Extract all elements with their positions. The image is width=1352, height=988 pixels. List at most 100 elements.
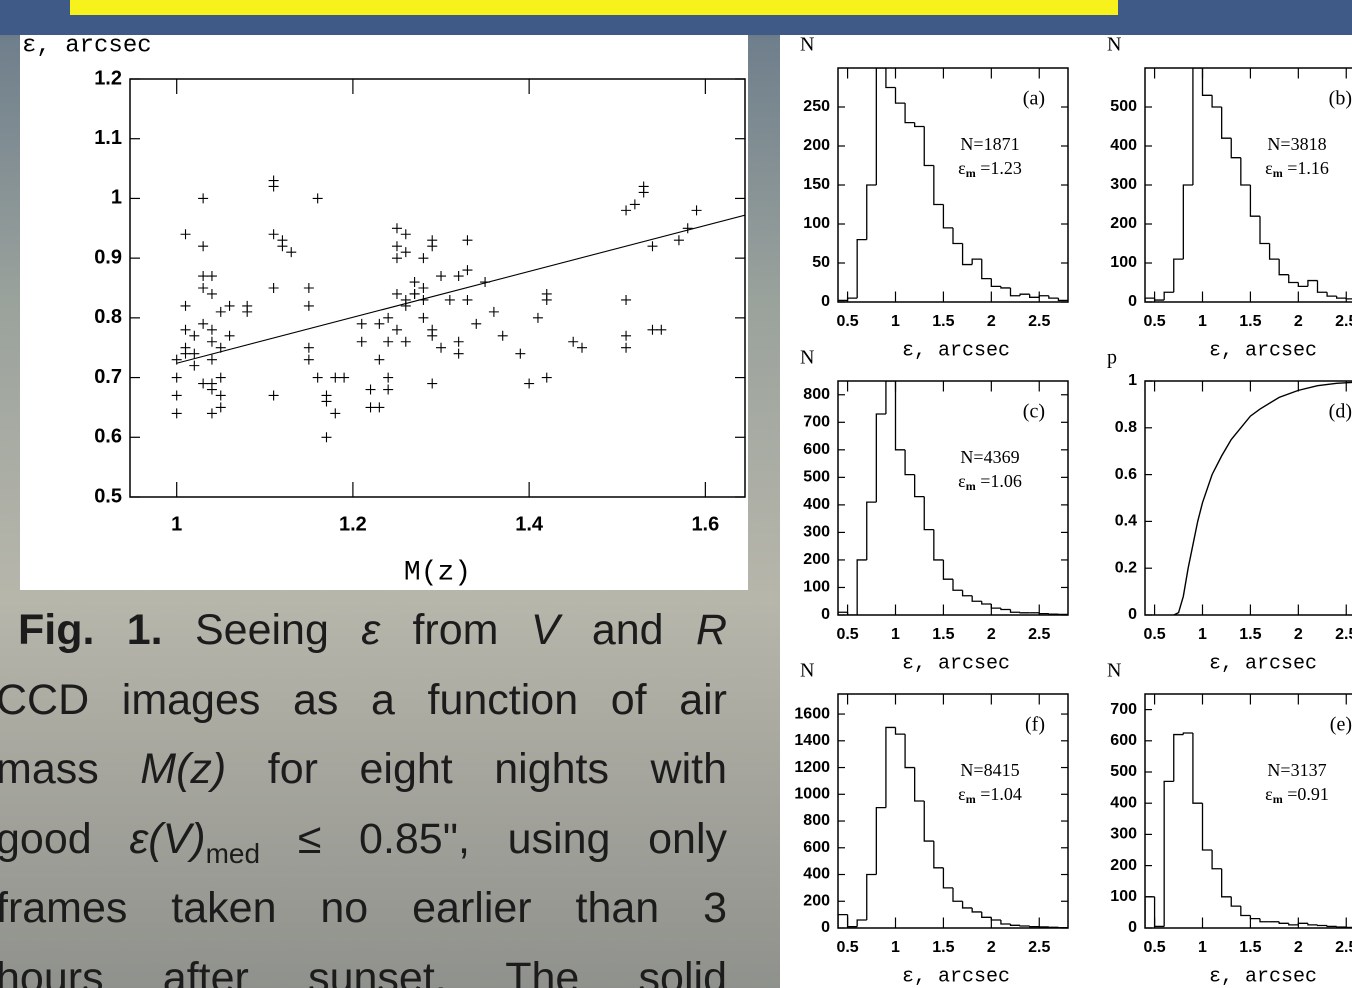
point (339, 372, 350, 383)
point (198, 283, 209, 293)
point (418, 312, 429, 323)
point (268, 181, 279, 192)
point (453, 271, 464, 282)
y-tick-label: 0 (821, 293, 830, 310)
y-tick-label: 200 (1110, 215, 1137, 232)
histogram-bin (1029, 925, 1040, 928)
point (180, 324, 191, 335)
histogram-panel (780, 35, 1352, 988)
y-tick-label: 0.4 (1115, 513, 1137, 530)
point (541, 372, 552, 383)
histogram-bin (1145, 297, 1155, 302)
point (268, 283, 279, 293)
x-axis-label: ε, arcsec (1209, 652, 1317, 675)
point (303, 300, 314, 311)
point (418, 253, 429, 264)
histogram-bin (846, 612, 858, 615)
point (330, 408, 341, 419)
y-tick-label: 200 (803, 892, 830, 909)
y-tick-label: 0 (1128, 293, 1137, 310)
annotation: N=8415 (960, 760, 1019, 780)
y-tick-label: 200 (1110, 857, 1137, 874)
histogram-bin (942, 867, 953, 889)
point (215, 342, 226, 353)
point (356, 336, 367, 347)
y-tick-label: 300 (1110, 826, 1137, 843)
y-tick-label: 0.6 (1115, 466, 1137, 483)
histogram-bin (933, 529, 944, 561)
y-tick-label: 0 (1128, 919, 1137, 936)
x-tick-label: 2 (987, 626, 996, 643)
y-axis-label: N (800, 660, 814, 682)
caption-line: CCD images as a function of air (0, 670, 727, 730)
x-tick-label: 1.5 (1239, 939, 1261, 956)
fit-line (176, 214, 745, 364)
x-tick-label: 1.2 (339, 513, 367, 535)
point (215, 390, 226, 401)
median-value: =1.23 (976, 158, 1022, 178)
point (356, 318, 367, 329)
histogram-bin (981, 911, 992, 918)
y-tick-label: 0 (1128, 606, 1137, 623)
x-tick-label: 1 (1198, 626, 1207, 643)
y-tick-label: 500 (1110, 763, 1137, 780)
y-tick-label: 1.2 (94, 67, 122, 89)
histogram-bin (923, 800, 934, 842)
median-symbol: ε (1265, 784, 1273, 804)
y-tick-label: 200 (803, 551, 830, 568)
histogram-bin (1240, 157, 1251, 186)
caption-text: for eight nights with (226, 745, 727, 793)
point (374, 402, 385, 413)
point (383, 384, 394, 395)
point (383, 312, 394, 323)
histogram-bin (1009, 923, 1021, 926)
median-value: =1.16 (1283, 158, 1329, 178)
caption-text: med (205, 837, 261, 869)
histogram-bin (914, 474, 925, 498)
histogram-bin (1230, 138, 1241, 159)
histogram-bin (1316, 924, 1328, 927)
histogram-bin (1307, 923, 1318, 926)
histogram-bin (894, 727, 906, 735)
caption-text: ε (361, 606, 381, 654)
histogram-bin (1288, 274, 1299, 284)
histogram-bin (904, 103, 915, 124)
point (409, 277, 420, 288)
panel-label: (e) (1330, 714, 1352, 736)
histogram-bin (1288, 923, 1299, 926)
histogram-bin (1192, 68, 1203, 185)
y-tick-label: 0.6 (94, 426, 122, 448)
point (215, 402, 226, 413)
point (436, 342, 447, 353)
point (374, 354, 385, 365)
y-tick-label: 0.5 (94, 485, 122, 507)
point (189, 360, 200, 371)
y-tick-label: 0.8 (94, 306, 122, 328)
point (462, 294, 473, 305)
histogram-bin (1153, 896, 1165, 928)
x-tick-label: 1 (1198, 313, 1207, 330)
point (576, 342, 587, 353)
histogram-bin (952, 227, 963, 245)
histogram-bin (1336, 926, 1347, 928)
histogram-bin (952, 579, 963, 591)
histogram-bin (1000, 608, 1011, 611)
point (198, 318, 209, 329)
x-tick-label: 0.5 (836, 939, 858, 956)
point (198, 378, 209, 389)
median-label: εm =1.04 (958, 784, 1022, 806)
y-tick-label: 1000 (794, 786, 830, 803)
point (383, 336, 394, 347)
caption-text: M(z) (140, 745, 227, 793)
x-tick-label: 1.4 (515, 513, 544, 535)
histogram-bin (971, 258, 982, 265)
y-tick-label: 600 (1110, 732, 1137, 749)
panel-label: (b) (1329, 88, 1352, 110)
histogram-bin (1211, 850, 1222, 870)
histogram-bin (1173, 258, 1184, 293)
x-tick-label: 1 (1198, 939, 1207, 956)
median-symbol: ε (958, 158, 966, 178)
histogram-bin (875, 807, 886, 875)
histogram-bin (923, 496, 934, 531)
